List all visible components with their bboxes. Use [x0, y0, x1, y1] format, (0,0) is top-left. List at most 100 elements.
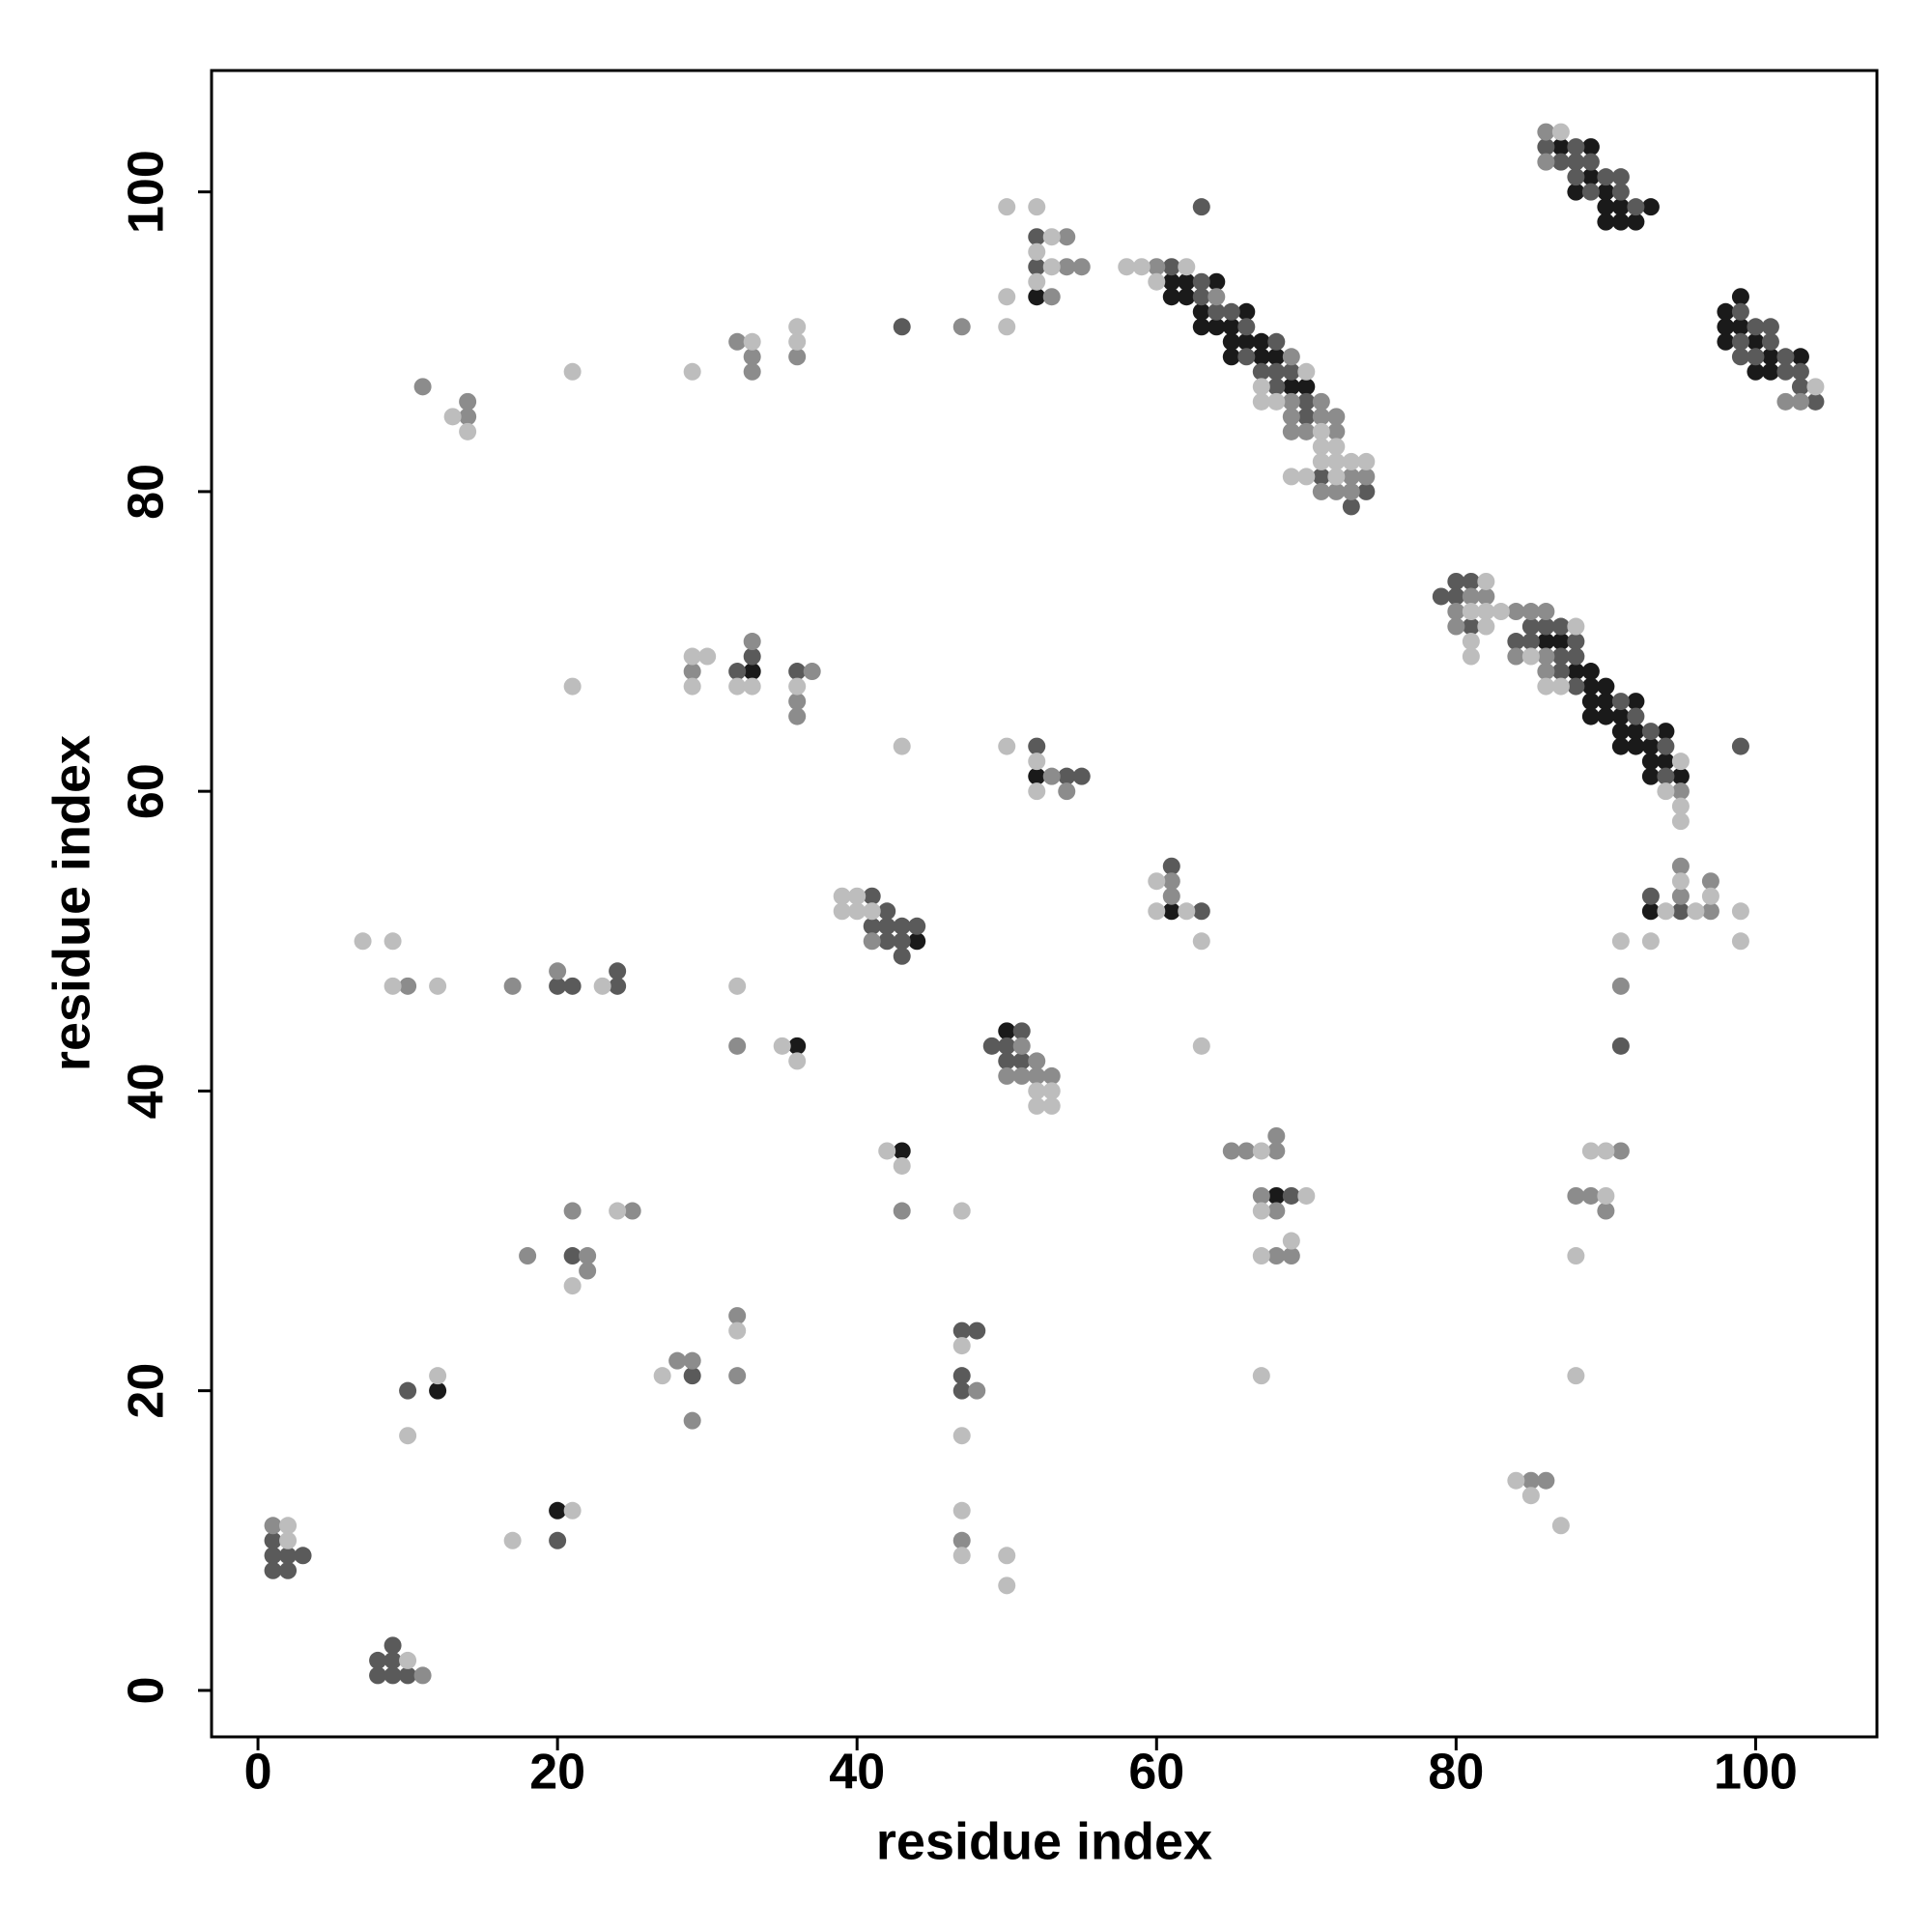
contact-point — [1312, 422, 1330, 440]
contact-point — [952, 318, 971, 336]
contact-point — [683, 1367, 701, 1385]
contact-point — [773, 1037, 791, 1055]
contact-point — [1551, 647, 1570, 666]
contact-point — [563, 1501, 582, 1520]
contact-point — [279, 1547, 298, 1565]
contact-point — [1162, 272, 1180, 291]
contact-point — [503, 977, 522, 995]
contact-point — [1641, 737, 1660, 755]
contact-point — [1627, 693, 1645, 711]
contact-point — [653, 1367, 671, 1385]
contact-point — [1162, 258, 1180, 276]
contact-point — [1537, 123, 1555, 141]
contact-point — [1687, 902, 1705, 921]
contact-point — [998, 1037, 1016, 1055]
contact-point — [833, 887, 851, 905]
contact-point — [384, 932, 402, 951]
contact-point — [609, 977, 627, 995]
contact-point — [1776, 348, 1795, 366]
contact-point — [952, 1501, 971, 1520]
contact-point — [429, 977, 447, 995]
contact-point — [1148, 258, 1166, 276]
contact-point — [893, 1156, 911, 1175]
contact-point — [1162, 288, 1180, 306]
contact-point — [1222, 1142, 1240, 1160]
contact-point — [1252, 348, 1270, 366]
contact-point — [1791, 348, 1809, 366]
contact-point — [1537, 153, 1555, 171]
contact-point — [1597, 677, 1615, 696]
contact-point — [1252, 1202, 1270, 1220]
contact-point — [1597, 213, 1615, 231]
contact-point — [1237, 348, 1256, 366]
contact-point — [1028, 272, 1046, 291]
contact-point — [1028, 288, 1046, 306]
contact-point — [743, 332, 761, 351]
contact-point — [1567, 1186, 1585, 1205]
contact-point — [1731, 902, 1749, 921]
contact-point — [1537, 677, 1555, 696]
contact-point — [1327, 452, 1346, 470]
contact-point — [459, 408, 477, 426]
contact-point — [952, 1381, 971, 1400]
contact-point — [1671, 797, 1690, 815]
contact-point — [1776, 362, 1795, 381]
contact-point — [1611, 932, 1630, 951]
contact-point — [1312, 438, 1330, 456]
contact-point — [1297, 362, 1316, 381]
contact-point — [1447, 572, 1465, 590]
contact-point — [279, 1531, 298, 1549]
contact-point — [1028, 1082, 1046, 1100]
contact-point — [1567, 153, 1585, 171]
contact-point — [429, 1381, 447, 1400]
contact-point — [1042, 258, 1061, 276]
contact-point — [1747, 332, 1765, 351]
contact-point — [579, 1262, 597, 1280]
contact-point — [1761, 318, 1779, 336]
contact-point — [503, 1531, 522, 1549]
contact-point — [1701, 872, 1719, 891]
contact-point — [952, 1321, 971, 1340]
contact-point — [1222, 348, 1240, 366]
y-axis-title: residue index — [43, 735, 100, 1071]
contact-point — [563, 362, 582, 381]
contact-point — [1042, 288, 1061, 306]
contact-point — [1567, 633, 1585, 651]
contact-point — [803, 663, 821, 681]
contact-point — [952, 1202, 971, 1220]
contact-point — [1462, 633, 1480, 651]
contact-point — [1028, 1096, 1046, 1115]
contact-point — [264, 1517, 282, 1535]
contact-point — [1627, 198, 1645, 216]
contact-point — [1312, 468, 1330, 486]
contact-point — [1597, 693, 1615, 711]
contact-point — [1028, 198, 1046, 216]
contact-point — [384, 1651, 402, 1669]
contact-point — [1162, 902, 1180, 921]
contact-point — [1507, 647, 1525, 666]
contact-point — [1042, 767, 1061, 785]
contact-point — [1761, 332, 1779, 351]
contact-point — [1477, 617, 1495, 636]
contact-point — [1312, 392, 1330, 411]
contact-point — [1282, 1186, 1300, 1205]
contact-point — [1657, 737, 1675, 755]
contact-point — [1012, 1052, 1031, 1070]
contact-point — [1627, 723, 1645, 741]
contact-point — [968, 1381, 986, 1400]
contact-point — [1432, 587, 1450, 606]
x-tick-label: 20 — [529, 1745, 585, 1801]
contact-point — [1611, 198, 1630, 216]
contact-point — [998, 1022, 1016, 1040]
x-tick-label: 0 — [244, 1745, 272, 1801]
contact-point — [384, 1666, 402, 1685]
contact-point — [1267, 1142, 1286, 1160]
contact-point — [1806, 392, 1825, 411]
x-tick-label: 40 — [829, 1745, 885, 1801]
contact-point — [1671, 753, 1690, 771]
contact-point — [1597, 198, 1615, 216]
contact-point — [1237, 302, 1256, 321]
contact-point — [728, 677, 747, 696]
contact-point — [384, 977, 402, 995]
contact-point — [1012, 1022, 1031, 1040]
